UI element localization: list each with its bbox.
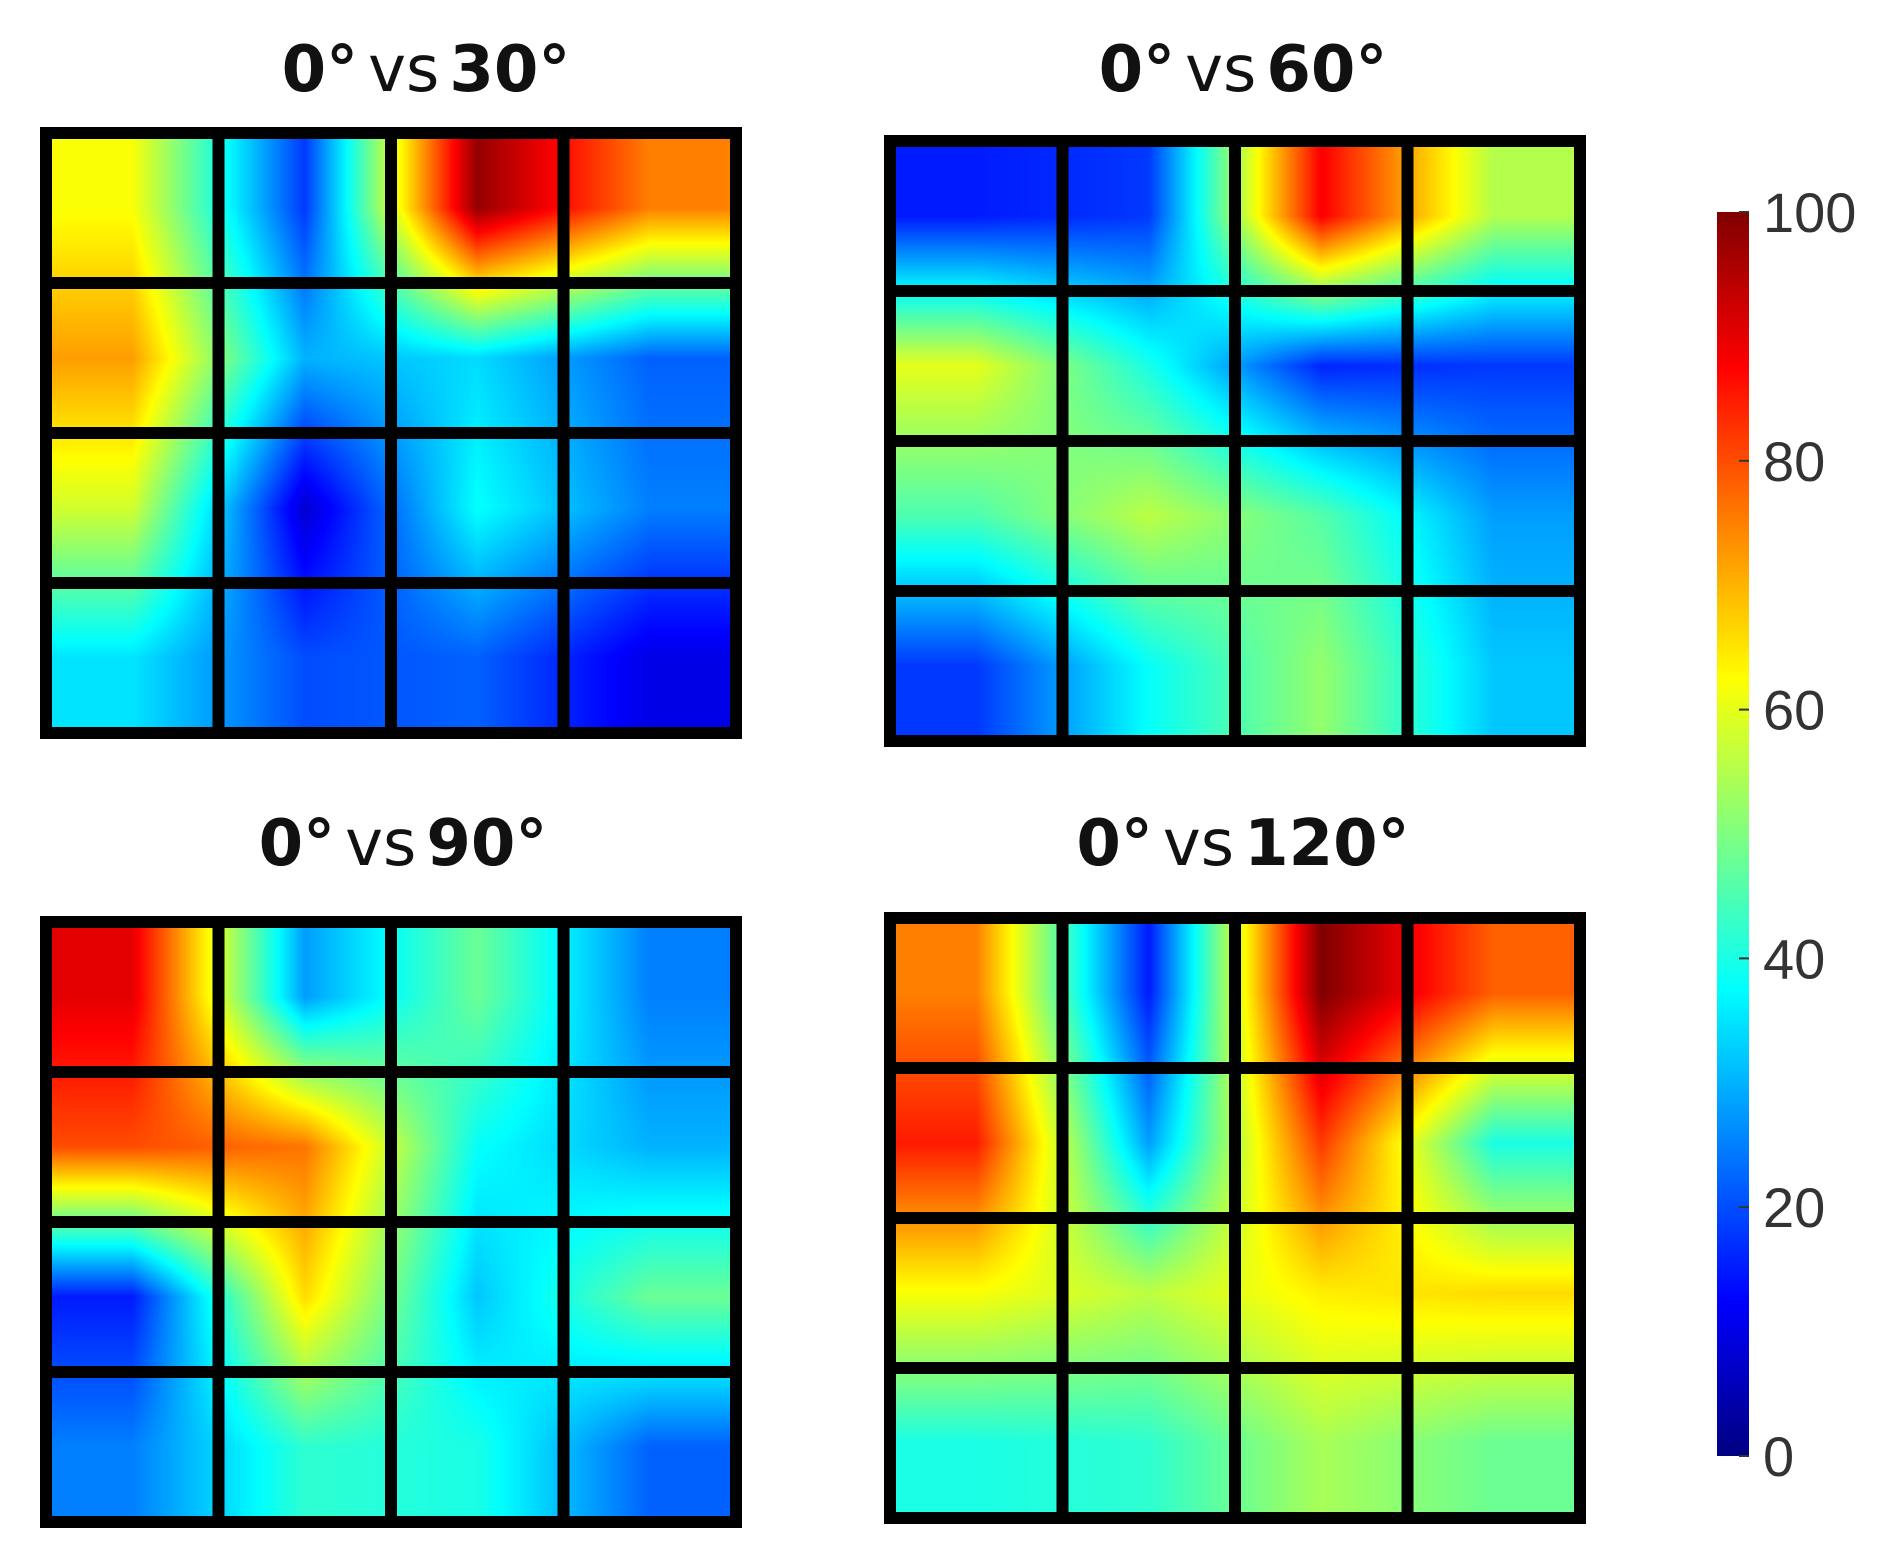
heatmap-cell (212, 1216, 397, 1378)
heatmap-grid (884, 135, 1586, 747)
heatmap-cell (557, 127, 742, 289)
colorbar-gradient (1717, 212, 1749, 1456)
heatmap-cell (1401, 285, 1586, 447)
heatmap-cell (40, 1066, 225, 1228)
panel-title-0: 0° vs 30° (282, 38, 571, 102)
heatmap-cell (385, 577, 570, 739)
title-bold-right: 30° (449, 33, 571, 107)
title-bold-left: 0° (258, 807, 336, 881)
title-bold-right: 90° (426, 807, 548, 881)
heatmap-cell (40, 277, 225, 439)
colorbar-tick-label: 20 (1763, 1176, 1825, 1239)
title-normal: vs (345, 807, 417, 881)
heatmap-cell (40, 127, 225, 289)
colorbar-tick-label: 80 (1763, 430, 1825, 493)
heatmap-cell (557, 277, 742, 439)
heatmap-cell (40, 577, 225, 739)
heatmap-grid (40, 916, 742, 1528)
heatmap-cell (212, 427, 397, 589)
heatmap-cell (212, 1066, 397, 1228)
heatmap-cell (212, 1366, 397, 1528)
heatmap-cell (557, 916, 742, 1078)
heatmap-cell (1056, 1212, 1241, 1374)
colorbar-tick-label: 60 (1763, 679, 1825, 742)
heatmap-cell (1056, 435, 1241, 597)
heatmap-cell (1229, 912, 1414, 1074)
heatmap-panel-0 (40, 127, 742, 739)
heatmap-cell (884, 435, 1069, 597)
heatmap-panel-3 (884, 912, 1586, 1524)
heatmap-grid (884, 912, 1586, 1524)
panel-title-3: 0° vs 120° (1076, 812, 1409, 876)
heatmap-cell (1229, 585, 1414, 747)
heatmap-panel-2 (40, 916, 742, 1528)
heatmap-cell (1401, 585, 1586, 747)
colorbar: 0 20 40 60 80 100 (1717, 181, 1869, 1521)
heatmap-cell (884, 1212, 1069, 1374)
colorbar-tick-label: 100 (1763, 181, 1856, 244)
heatmap-cell (385, 1216, 570, 1378)
heatmap-cell (1401, 435, 1586, 597)
heatmap-cell (557, 1216, 742, 1378)
heatmap-cell (40, 1366, 225, 1528)
heatmap-cell (385, 127, 570, 289)
heatmap-cell (557, 1366, 742, 1528)
heatmap-cell (557, 1066, 742, 1228)
title-normal: vs (1185, 33, 1257, 107)
title-bold-right: 60° (1266, 33, 1388, 107)
heatmap-cell (212, 916, 397, 1078)
heatmap-cell (1056, 912, 1241, 1074)
title-bold-left: 0° (281, 33, 359, 107)
heatmap-cell (1229, 1212, 1414, 1374)
heatmap-cell (1229, 285, 1414, 447)
heatmap-cell (385, 1366, 570, 1528)
heatmap-cell (1229, 135, 1414, 297)
heatmap-grid (40, 127, 742, 739)
heatmap-cell (1056, 1362, 1241, 1524)
heatmap-cell (557, 577, 742, 739)
heatmap-cell (884, 585, 1069, 747)
heatmap-cell (1056, 1062, 1241, 1224)
heatmap-cell (385, 277, 570, 439)
heatmap-cell (40, 427, 225, 589)
heatmap-cell (1401, 135, 1586, 297)
title-normal: vs (368, 33, 440, 107)
colorbar-tick-label: 0 (1763, 1425, 1794, 1488)
heatmap-cell (1056, 135, 1241, 297)
heatmap-panel-1 (884, 135, 1586, 747)
title-bold-left: 0° (1076, 807, 1153, 881)
heatmap-cell (884, 1362, 1069, 1524)
heatmap-cell (884, 135, 1069, 297)
heatmap-cell (884, 285, 1069, 447)
heatmap-cell (385, 427, 570, 589)
heatmap-cell (1401, 1062, 1586, 1224)
heatmap-cell (884, 912, 1069, 1074)
heatmap-cell (212, 277, 397, 439)
heatmap-cell (1401, 1362, 1586, 1524)
title-normal: vs (1162, 807, 1235, 881)
heatmap-cell (385, 916, 570, 1078)
colorbar-tick-label: 40 (1763, 927, 1825, 990)
heatmap-cell (557, 427, 742, 589)
heatmap-cell (1229, 1062, 1414, 1224)
heatmap-cell (1056, 285, 1241, 447)
heatmap-cell (212, 127, 397, 289)
heatmap-cell (1401, 1212, 1586, 1374)
heatmap-cell (40, 1216, 225, 1378)
heatmap-cell (212, 577, 397, 739)
title-bold-right: 120° (1244, 807, 1410, 881)
heatmap-cell (385, 1066, 570, 1228)
panel-title-1: 0° vs 60° (1099, 38, 1388, 102)
heatmap-cell (1056, 585, 1241, 747)
heatmap-cell (1229, 1362, 1414, 1524)
title-bold-left: 0° (1098, 33, 1176, 107)
heatmap-cell (1229, 435, 1414, 597)
heatmap-cell (884, 1062, 1069, 1224)
panel-title-2: 0° vs 90° (259, 812, 548, 876)
heatmap-cell (1401, 912, 1586, 1074)
heatmap-cell (40, 916, 225, 1078)
colorbar-svg: 0 20 40 60 80 100 (1717, 181, 1856, 1488)
